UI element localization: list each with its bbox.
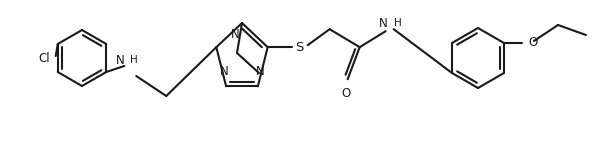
Text: H: H <box>130 55 138 65</box>
Text: Cl: Cl <box>38 51 50 65</box>
Text: S: S <box>295 41 304 54</box>
Text: H: H <box>394 18 402 28</box>
Text: O: O <box>528 36 537 50</box>
Text: N: N <box>115 54 124 66</box>
Text: N: N <box>255 65 264 78</box>
Text: N: N <box>231 28 240 41</box>
Text: N: N <box>379 17 388 30</box>
Text: O: O <box>341 87 350 100</box>
Text: N: N <box>220 65 228 78</box>
